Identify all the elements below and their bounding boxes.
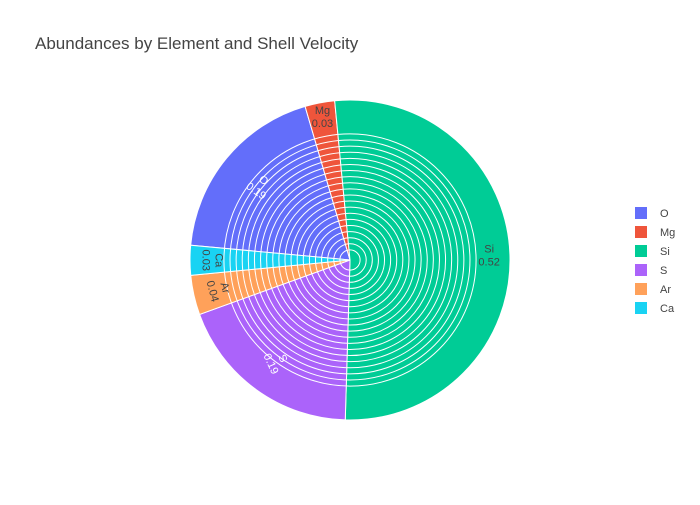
slice-o[interactable]: [190, 105, 351, 261]
slice-label: Ca0.03: [199, 250, 224, 271]
shell-ring: [321, 231, 379, 289]
slice-label-name: Ca: [212, 253, 224, 268]
shell-ring: [314, 224, 386, 296]
slice-label-value: 0.04: [204, 279, 221, 303]
shell-ring: [253, 163, 447, 357]
legend-label: Si: [660, 246, 670, 258]
legend-swatch: [635, 207, 647, 219]
legend-item-ca[interactable]: Ca: [635, 302, 675, 315]
slice-label-name: S: [275, 353, 289, 365]
legend[interactable]: O Mg Si S Ar Ca: [635, 207, 675, 315]
legend-label: Ar: [660, 284, 671, 296]
legend-item-o[interactable]: O: [635, 207, 669, 220]
shell-ring: [327, 237, 373, 283]
shell-ring: [339, 249, 361, 271]
slice-label-value: 0.52: [478, 256, 499, 268]
legend-label: S: [660, 265, 667, 277]
slice-label-value: 0.03: [312, 118, 333, 130]
legend-label: Ca: [660, 303, 675, 315]
slice-label: Ar0.04: [204, 279, 232, 303]
slice-label-value: 0.03: [199, 250, 211, 271]
legend-swatch: [635, 283, 647, 295]
slice-label-name: Ar: [217, 281, 232, 295]
shell-ring: [296, 206, 404, 314]
slice-label: Mg0.03: [312, 105, 333, 130]
shell-ring: [284, 194, 416, 326]
shell-ring: [229, 139, 471, 381]
shell-ring: [272, 182, 428, 338]
legend-swatch: [635, 264, 647, 276]
slice-label: Si0.52: [478, 243, 499, 268]
legend-swatch: [635, 245, 647, 257]
slice-label-name: Mg: [315, 105, 330, 117]
legend-item-s[interactable]: S: [635, 264, 667, 277]
legend-label: O: [660, 208, 669, 220]
shell-ring: [333, 243, 367, 277]
legend-label: Mg: [660, 227, 675, 239]
legend-swatch: [635, 226, 647, 238]
shell-ring: [266, 176, 434, 344]
shell-ring: [223, 133, 477, 387]
pie-layer: [189, 99, 511, 421]
shell-ring: [290, 200, 410, 320]
shell-ring: [308, 218, 392, 302]
shell-ring: [260, 170, 440, 350]
shell-ring: [302, 212, 398, 308]
slice-label-name: Si: [484, 243, 494, 255]
legend-item-ar[interactable]: Ar: [635, 283, 671, 296]
shell-ring: [247, 157, 453, 363]
legend-item-mg[interactable]: Mg: [635, 226, 675, 239]
legend-item-si[interactable]: Si: [635, 245, 670, 258]
slice-si[interactable]: [334, 99, 511, 421]
shell-ring: [278, 188, 422, 332]
shell-ring: [235, 145, 465, 375]
chart-title: Abundances by Element and Shell Velocity: [35, 34, 359, 53]
shell-rings: [223, 133, 477, 387]
legend-swatch: [635, 302, 647, 314]
shell-ring: [241, 151, 459, 369]
